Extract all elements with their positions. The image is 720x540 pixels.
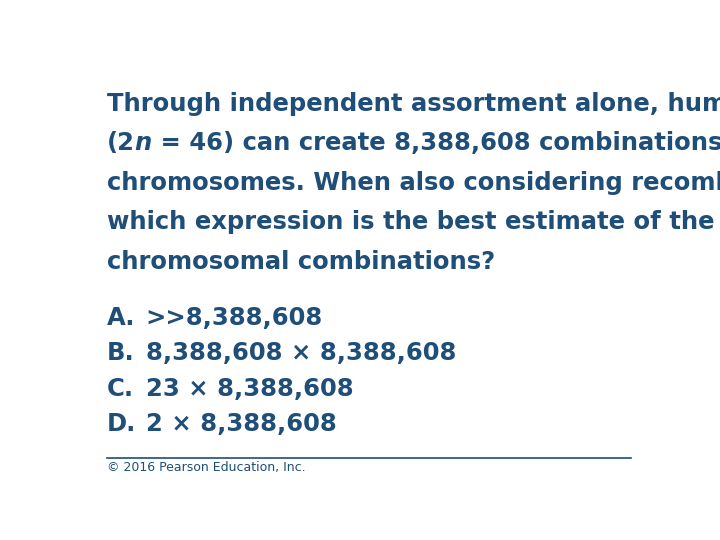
Text: Through independent assortment alone, humans: Through independent assortment alone, hu… xyxy=(107,92,720,116)
Text: 23 × 8,388,608: 23 × 8,388,608 xyxy=(145,377,354,401)
Text: chromosomal combinations?: chromosomal combinations? xyxy=(107,250,495,274)
Text: A.: A. xyxy=(107,306,135,330)
Text: © 2016 Pearson Education, Inc.: © 2016 Pearson Education, Inc. xyxy=(107,461,305,474)
Text: n: n xyxy=(135,131,152,156)
Text: D.: D. xyxy=(107,412,136,436)
Text: chromosomes. When also considering recombination,: chromosomes. When also considering recom… xyxy=(107,171,720,195)
Text: 8,388,608 × 8,388,608: 8,388,608 × 8,388,608 xyxy=(145,341,456,365)
Text: which expression is the best estimate of the number of: which expression is the best estimate of… xyxy=(107,210,720,234)
Text: C.: C. xyxy=(107,377,134,401)
Text: 2 × 8,388,608: 2 × 8,388,608 xyxy=(145,412,336,436)
Text: = 46) can create 8,388,608 combinations of: = 46) can create 8,388,608 combinations … xyxy=(152,131,720,156)
Text: >>8,388,608: >>8,388,608 xyxy=(145,306,323,330)
Text: (2: (2 xyxy=(107,131,135,156)
Text: B.: B. xyxy=(107,341,135,365)
